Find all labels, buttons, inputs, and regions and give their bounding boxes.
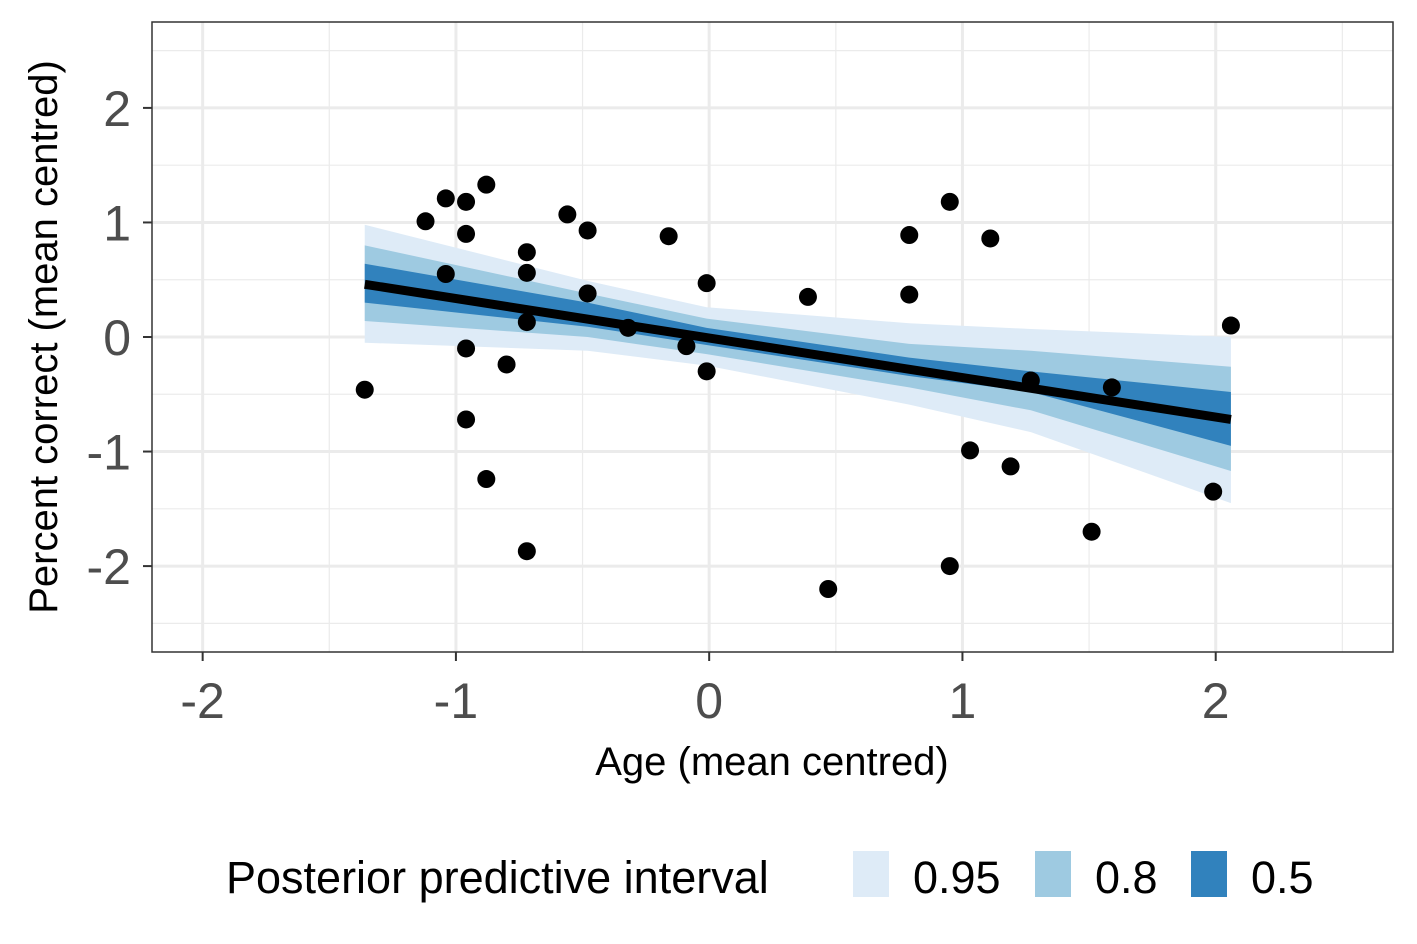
data-point — [961, 441, 980, 460]
data-point — [1102, 378, 1121, 397]
data-points — [355, 175, 1240, 598]
legend-key-0_95 — [853, 851, 889, 897]
data-point — [1001, 457, 1020, 476]
data-point — [1221, 316, 1240, 335]
data-point — [619, 318, 638, 337]
legend: Posterior predictive interval 0.95 0.8 0.5 — [226, 851, 1314, 903]
data-point — [477, 470, 496, 489]
y-tick-label: -1 — [87, 425, 131, 481]
data-point — [1082, 522, 1101, 541]
fit-line — [364, 279, 1232, 424]
x-tick-label: 2 — [1202, 673, 1230, 729]
data-point — [940, 557, 959, 576]
y-tick-label: 1 — [103, 195, 131, 251]
x-axis-ticks: -2 -1 0 1 2 — [180, 652, 1230, 729]
data-point — [940, 192, 959, 211]
legend-label: 0.5 — [1251, 852, 1314, 903]
data-point — [697, 362, 716, 381]
data-point — [517, 263, 536, 282]
data-point — [457, 410, 476, 429]
data-point — [416, 212, 435, 231]
data-point — [578, 284, 597, 303]
y-axis-title: Percent correct (mean centred) — [22, 60, 66, 614]
data-point — [1204, 482, 1223, 501]
x-tick-label: -2 — [180, 673, 224, 729]
data-point — [355, 380, 374, 399]
data-point — [798, 287, 817, 306]
data-point — [900, 226, 919, 245]
legend-key-0_5 — [1191, 851, 1227, 897]
data-point — [517, 313, 536, 332]
data-point — [436, 189, 455, 208]
x-tick-label: -1 — [434, 673, 478, 729]
data-point — [677, 337, 696, 356]
y-tick-label: 2 — [103, 81, 131, 137]
data-point — [659, 227, 678, 246]
legend-label: 0.95 — [913, 852, 1001, 903]
data-point — [697, 274, 716, 293]
x-axis-title: Age (mean centred) — [595, 740, 949, 784]
x-tick-label: 0 — [695, 673, 723, 729]
data-point — [578, 221, 597, 240]
y-tick-label: 0 — [103, 310, 131, 366]
data-point — [517, 243, 536, 262]
data-point — [457, 224, 476, 243]
x-tick-label: 1 — [949, 673, 977, 729]
data-point — [819, 580, 838, 598]
data-point — [457, 192, 476, 211]
legend-key-0_8 — [1035, 851, 1071, 897]
legend-label: 0.8 — [1095, 852, 1158, 903]
data-point — [1021, 371, 1040, 390]
y-axis-ticks: -2 -1 0 1 2 — [87, 81, 152, 595]
data-point — [981, 229, 1000, 248]
y-tick-label: -2 — [87, 539, 131, 595]
data-point — [457, 339, 476, 358]
data-point — [558, 205, 577, 224]
data-point — [477, 175, 496, 194]
data-point — [436, 265, 455, 283]
data-point — [497, 355, 516, 374]
legend-title: Posterior predictive interval — [226, 852, 769, 903]
data-point — [517, 542, 536, 561]
data-point — [900, 285, 919, 304]
